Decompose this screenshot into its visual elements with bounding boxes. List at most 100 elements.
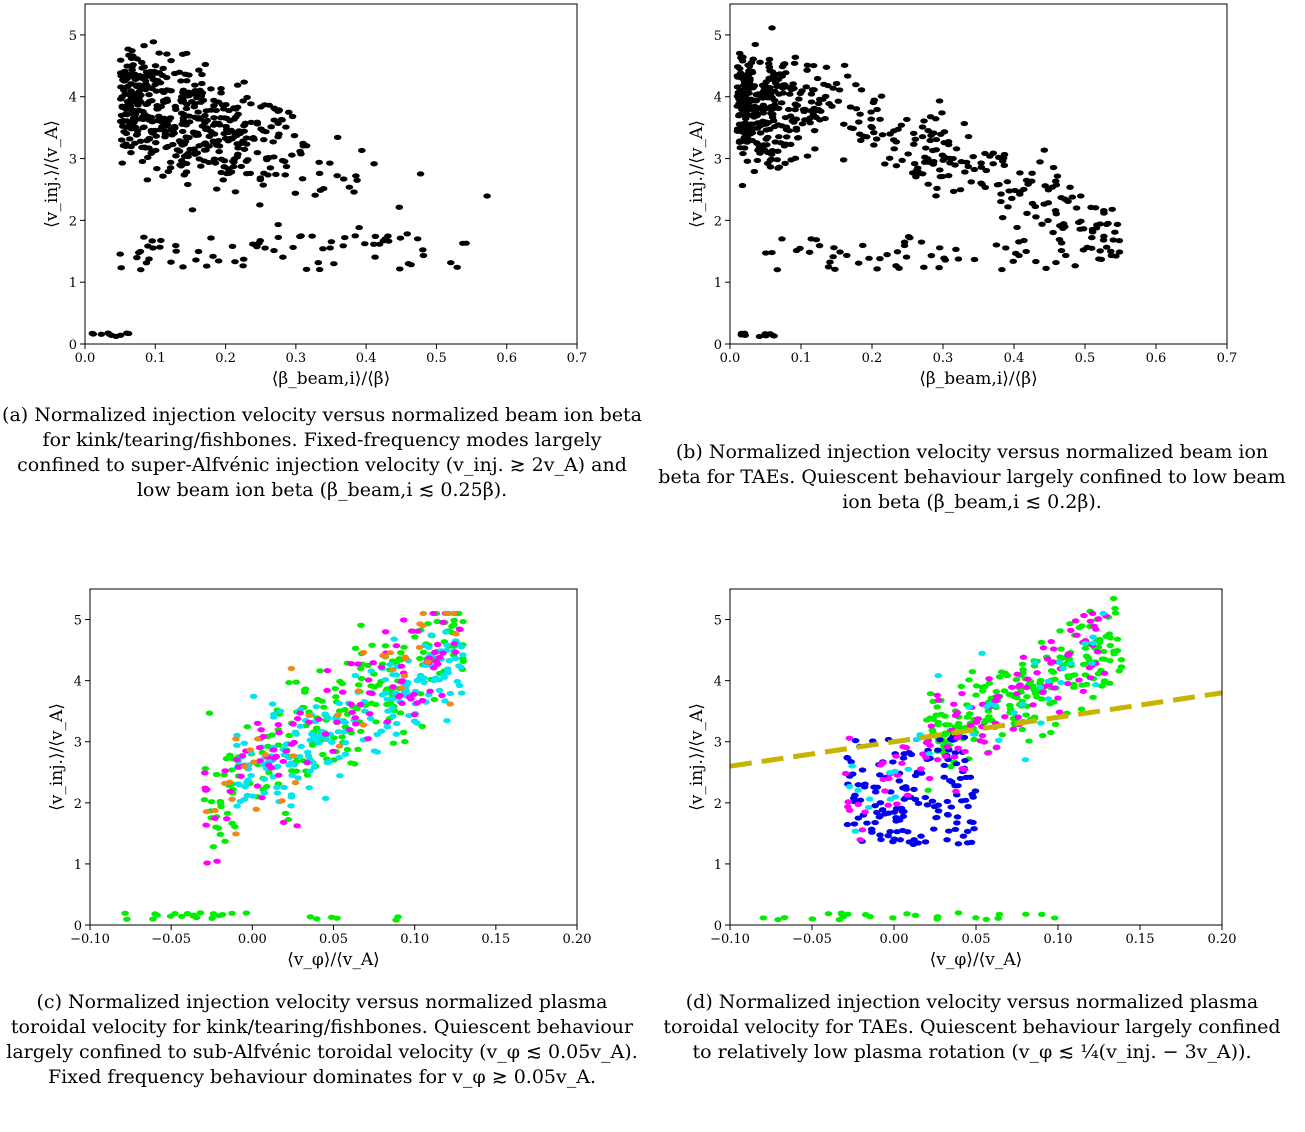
chart-d-svg: −0.10 −0.05 0.00 0.05 0.10 0.15 0.20 0 1 2 3 4 5 ⟨v_φ…	[687, 588, 1236, 970]
data-point	[88, 330, 97, 336]
data-point	[229, 163, 238, 170]
data-point	[163, 51, 171, 57]
data-point	[993, 694, 1001, 700]
data-point	[866, 914, 874, 920]
data-point	[1089, 694, 1097, 700]
data-point	[767, 106, 776, 112]
data-point	[141, 78, 150, 84]
data-point	[886, 828, 894, 835]
data-point	[287, 665, 296, 672]
data-point	[236, 798, 245, 804]
y-tick-label: 3	[714, 153, 722, 168]
data-point	[1081, 645, 1090, 651]
data-point	[272, 784, 281, 790]
data-point	[435, 654, 444, 661]
data-point	[767, 151, 776, 157]
data-point	[918, 124, 927, 130]
data-point	[392, 720, 401, 727]
data-point	[195, 67, 203, 73]
data-point	[820, 81, 828, 87]
data-point	[982, 916, 991, 922]
data-point	[303, 772, 312, 778]
y-axis-label: ⟨v_inj.⟩/⟨v_A⟩	[42, 120, 62, 228]
data-point	[957, 159, 966, 165]
data-point	[861, 809, 869, 815]
chart-c-svg: −0.10 −0.05 0.00 0.05 0.10 0.15 0.20 0 1 2 3 4 5 ⟨v_φ…	[47, 588, 591, 970]
data-point	[795, 96, 803, 102]
data-point	[959, 833, 968, 839]
data-point	[220, 158, 229, 164]
data-point	[439, 619, 447, 625]
data-point	[225, 107, 233, 114]
data-point	[997, 198, 1005, 205]
data-point	[170, 70, 179, 77]
chart-panel-b: 0.0 0.1 0.2 0.3 0.4 0.5 0.6 0.7 0 1 2 3 4 5 ⟨β_beam,i⟩…	[650, 0, 1300, 404]
data-point	[932, 815, 940, 821]
data-point	[217, 169, 226, 176]
x-tick-label: 0.10	[1044, 932, 1073, 947]
data-point	[273, 790, 282, 796]
data-point	[746, 77, 754, 83]
data-point	[941, 753, 950, 759]
data-point	[1086, 675, 1095, 681]
data-point	[1091, 626, 1100, 632]
data-point	[807, 99, 816, 105]
data-point	[431, 649, 439, 655]
data-point	[970, 166, 979, 173]
data-point	[902, 786, 911, 792]
data-point	[284, 109, 293, 115]
data-point	[1076, 193, 1085, 199]
data-point	[1067, 660, 1075, 666]
data-point	[223, 816, 231, 822]
data-point	[178, 128, 187, 135]
data-point	[938, 173, 947, 180]
data-point	[1064, 680, 1072, 687]
data-point	[257, 126, 265, 132]
data-point	[194, 94, 203, 100]
x-tick-label: −0.10	[70, 932, 110, 947]
x-tick-label: 0.4	[1004, 351, 1025, 366]
data-point	[935, 245, 944, 251]
data-point	[415, 644, 424, 651]
data-point	[226, 788, 235, 794]
data-point	[172, 153, 180, 159]
data-point	[133, 93, 141, 99]
data-point	[179, 264, 187, 270]
data-point	[212, 771, 221, 778]
data-point	[184, 153, 192, 160]
data-point	[970, 256, 979, 263]
data-point	[734, 89, 743, 96]
data-point	[1057, 240, 1066, 246]
data-point	[161, 134, 169, 140]
data-point	[127, 81, 135, 87]
data-point	[246, 747, 254, 753]
data-point	[770, 123, 779, 130]
data-point	[143, 177, 152, 183]
data-point	[1077, 218, 1085, 224]
data-point	[854, 801, 863, 808]
data-point	[903, 116, 911, 123]
data-point	[965, 704, 974, 710]
data-point	[809, 62, 818, 69]
data-point	[310, 764, 319, 770]
data-point	[210, 115, 218, 121]
data-point	[859, 133, 868, 139]
data-point	[1037, 720, 1045, 726]
data-point	[1000, 688, 1009, 694]
data-point	[759, 102, 768, 108]
data-point	[798, 88, 806, 94]
data-point	[743, 158, 752, 164]
data-point	[856, 111, 864, 117]
data-point	[1104, 220, 1112, 226]
data-point	[768, 25, 776, 31]
data-point	[810, 128, 819, 134]
data-point	[960, 120, 969, 127]
data-point	[1050, 685, 1058, 691]
data-point	[906, 235, 914, 241]
data-point	[877, 836, 885, 843]
data-point	[918, 134, 927, 140]
data-point	[1015, 683, 1023, 689]
data-point	[926, 691, 935, 697]
data-point	[1109, 595, 1118, 602]
data-point	[348, 709, 356, 715]
